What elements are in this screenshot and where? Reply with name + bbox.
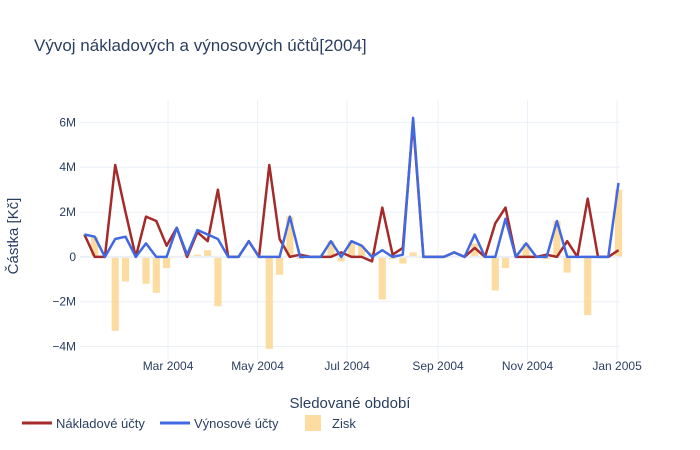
y-tick-label: −2M xyxy=(52,295,76,309)
x-tick-label: Nov 2004 xyxy=(502,359,554,373)
bar-zisk xyxy=(584,256,592,316)
bar-zisk xyxy=(152,256,160,293)
legend-label: Výnosové účty xyxy=(194,416,279,431)
y-tick-label: 4M xyxy=(59,160,76,174)
y-tick-labels: 6M 4M 2M 0 −2M −4M xyxy=(52,115,76,353)
bar-zisk xyxy=(522,243,530,257)
bar-zisk xyxy=(491,256,499,291)
bar-zisk xyxy=(111,256,119,331)
bar-zisk xyxy=(275,256,284,275)
series-lines xyxy=(83,116,620,263)
bar-zisk xyxy=(409,252,417,257)
legend-label: Nákladové účty xyxy=(56,416,145,431)
bar-zisk xyxy=(553,221,561,257)
y-tick-label: 2M xyxy=(59,205,76,219)
line-vynosove xyxy=(84,116,620,259)
gridlines xyxy=(80,100,620,360)
bar-zisk xyxy=(214,256,222,307)
bar-zisk xyxy=(286,216,294,257)
bar-zisk xyxy=(91,236,99,257)
bar-zisk xyxy=(358,245,366,257)
x-tick-label: Mar 2004 xyxy=(143,359,194,373)
bar-zisk xyxy=(471,243,479,257)
legend-label: Zisk xyxy=(332,416,356,431)
bars-zisk xyxy=(91,189,623,349)
bar-zisk xyxy=(162,256,171,269)
bar-zisk xyxy=(399,256,407,264)
bar-zisk xyxy=(121,256,130,282)
bar-zisk xyxy=(368,252,376,257)
bar-zisk xyxy=(347,241,356,257)
bar-zisk xyxy=(563,256,571,273)
bar-zisk xyxy=(614,189,623,257)
y-tick-label: 6M xyxy=(59,115,76,129)
x-axis-title: Sledované období xyxy=(290,395,412,412)
bar-zisk xyxy=(378,256,386,300)
y-axis-title: Částka [Kč] xyxy=(5,198,22,275)
legend: Nákladové účty Výnosové účty Zisk xyxy=(22,415,356,431)
y-tick-label: −4M xyxy=(52,340,76,354)
y-tick-label: 0 xyxy=(69,250,76,264)
legend-swatch xyxy=(305,415,321,431)
bar-zisk xyxy=(337,256,345,262)
bar-zisk xyxy=(327,241,335,257)
x-tick-label: May 2004 xyxy=(231,359,284,373)
bar-zisk xyxy=(193,254,201,257)
bar-zisk xyxy=(501,256,510,269)
bar-zisk xyxy=(265,256,273,349)
x-tick-label: Sep 2004 xyxy=(412,359,464,373)
bar-zisk xyxy=(142,256,150,284)
x-tick-label: Jul 2004 xyxy=(324,359,370,373)
chart-title: Vývoj nákladových a výnosových účtů[2004… xyxy=(34,36,367,55)
bar-zisk xyxy=(204,250,212,257)
x-tick-labels: Mar 2004 May 2004 Jul 2004 Sep 2004 Nov 2004… xyxy=(143,359,642,373)
x-tick-label: Jan 2005 xyxy=(592,359,642,373)
